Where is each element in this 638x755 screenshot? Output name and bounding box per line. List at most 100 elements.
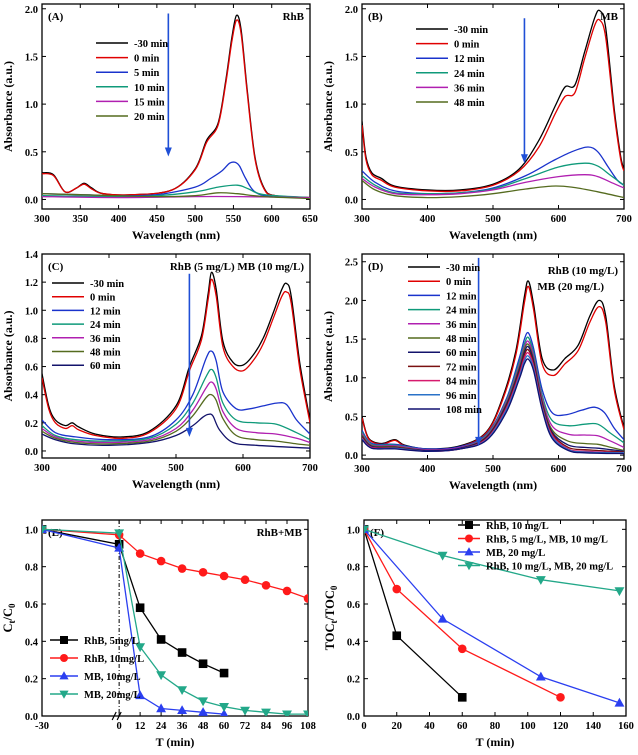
x-tick-label: 400 bbox=[101, 463, 117, 474]
x-tick-label: 36 bbox=[177, 721, 188, 732]
legend-label: RhB, 5mg/L bbox=[84, 636, 139, 647]
series-line-1 bbox=[362, 285, 624, 451]
data-point bbox=[457, 693, 467, 702]
x-tick-label: 650 bbox=[302, 214, 318, 225]
data-point bbox=[177, 648, 187, 657]
series-line-2 bbox=[362, 146, 624, 195]
x-axis-label: Wavelength (nm) bbox=[132, 228, 220, 242]
x-tick-label: 0 bbox=[361, 721, 366, 732]
plot-frame bbox=[41, 519, 309, 717]
data-point bbox=[156, 556, 166, 566]
legend-label: 5 min bbox=[134, 68, 160, 79]
series-line-0 bbox=[42, 14, 310, 199]
data-point bbox=[535, 576, 546, 585]
y-tick-label: 0.2 bbox=[25, 419, 38, 430]
data-point bbox=[437, 613, 448, 623]
series-line-4 bbox=[362, 340, 624, 451]
x-tick-label: 450 bbox=[149, 214, 165, 225]
y-tick-label: 0.0 bbox=[25, 447, 38, 458]
x-axis-label: Wavelength (nm) bbox=[449, 228, 537, 242]
legend-marker bbox=[464, 547, 474, 556]
legend-label: RhB, 5 mg/L, MB, 10 mg/L bbox=[486, 535, 608, 546]
x-tick-label: 12 bbox=[135, 721, 146, 732]
panel-d: 300 400 500 600 700 0.0 0.5 1.0 1.5 2.0 2.5 Wavelen… bbox=[321, 253, 632, 492]
x-tick-label: 0 bbox=[117, 721, 122, 732]
series-line-2 bbox=[364, 528, 620, 704]
legend-label: 48 min bbox=[446, 334, 477, 345]
panel-label: (C) bbox=[48, 261, 64, 273]
data-point bbox=[303, 710, 308, 716]
data-point bbox=[177, 686, 188, 696]
series-line-2 bbox=[42, 350, 310, 441]
legend-marker bbox=[59, 690, 69, 699]
y-tick-label: 0.4 bbox=[25, 391, 39, 402]
legend-label: 36 min bbox=[446, 320, 477, 331]
x-tick-label: 500 bbox=[485, 214, 501, 225]
y-tick-label: 1.0 bbox=[25, 100, 38, 111]
data-point bbox=[156, 671, 167, 681]
legend-label: RhB, 10 mg/L bbox=[486, 521, 549, 532]
y-tick-label: 0.8 bbox=[347, 563, 360, 574]
legend-label: -30 min bbox=[446, 263, 480, 274]
series-line-1 bbox=[362, 18, 624, 193]
y-tick-label: 0.4 bbox=[347, 637, 361, 648]
x-tick-label: 600 bbox=[264, 214, 280, 225]
legend-label: 12 min bbox=[454, 54, 485, 65]
legend-marker bbox=[465, 521, 473, 529]
y-tick-label: 0.5 bbox=[345, 148, 358, 159]
data-point bbox=[240, 575, 250, 585]
series-group bbox=[362, 9, 624, 199]
y-tick-label: 0.0 bbox=[25, 712, 38, 723]
data-point bbox=[614, 587, 625, 597]
y-axis-label: Absorbance (a.u.) bbox=[321, 61, 335, 152]
y-axis-label-part: 0 bbox=[329, 585, 339, 590]
data-point bbox=[135, 603, 145, 613]
series-line-6 bbox=[42, 413, 310, 449]
series-line-3 bbox=[42, 368, 310, 442]
legend-label: -30 min bbox=[454, 25, 488, 36]
x-tick-label: 40 bbox=[424, 721, 435, 732]
series-group bbox=[42, 14, 310, 200]
data-point bbox=[240, 706, 250, 716]
plot-frame bbox=[41, 253, 311, 459]
x-tick-label: 350 bbox=[72, 214, 88, 225]
x-tick-label: 400 bbox=[111, 214, 127, 225]
y-tick-label: 0.6 bbox=[25, 600, 38, 611]
series-line-0 bbox=[42, 271, 310, 438]
panel-c: 300 400 500 600 700 0.0 0.2 0.4 0.6 0.8 1.0 1.2 1.4 W… bbox=[1, 250, 318, 491]
x-axis-label: T (min) bbox=[476, 735, 515, 749]
data-point bbox=[364, 525, 369, 535]
y-tick-label: 1.0 bbox=[347, 525, 360, 536]
data-point bbox=[198, 697, 209, 707]
legend-label: -30 min bbox=[134, 39, 168, 50]
legend-marker bbox=[60, 654, 68, 662]
y-axis-label: Absorbance (a.u.) bbox=[1, 61, 15, 152]
y-tick-label: 1.0 bbox=[345, 100, 358, 111]
data-point bbox=[220, 708, 229, 716]
y-tick-label: 0.0 bbox=[345, 451, 358, 462]
x-tick-label: 500 bbox=[187, 214, 203, 225]
y-axis-label-part: /C bbox=[1, 608, 15, 622]
y-axis-label-part: C bbox=[1, 623, 15, 632]
legend-label: 20 min bbox=[134, 112, 165, 123]
x-tick-label: 300 bbox=[354, 214, 370, 225]
x-tick-label: 72 bbox=[240, 721, 251, 732]
legend-marker bbox=[59, 671, 69, 680]
trend-arrow-head bbox=[520, 154, 528, 164]
series-line-1 bbox=[42, 278, 310, 440]
x-axis-label: Wavelength (nm) bbox=[449, 478, 537, 492]
legend-marker bbox=[60, 636, 68, 644]
y-tick-label: 0.2 bbox=[347, 675, 360, 686]
x-tick-label: 48 bbox=[198, 721, 209, 732]
data-point bbox=[219, 668, 229, 678]
y-tick-label: 0.4 bbox=[25, 637, 39, 648]
x-tick-label: 700 bbox=[616, 214, 632, 225]
panel-title: RhB+MB bbox=[257, 527, 303, 539]
panel-e: -30 0 12 24 36 48 60 72 84 96 108 0.0 0.2 0.4 0.6 0.8 1.… bbox=[1, 519, 316, 749]
data-point bbox=[392, 631, 402, 641]
panel-label: (F) bbox=[370, 527, 384, 539]
series-line-0 bbox=[362, 9, 624, 192]
data-point bbox=[219, 571, 229, 581]
legend-label: 15 min bbox=[134, 97, 165, 108]
series-line-7 bbox=[362, 348, 624, 453]
